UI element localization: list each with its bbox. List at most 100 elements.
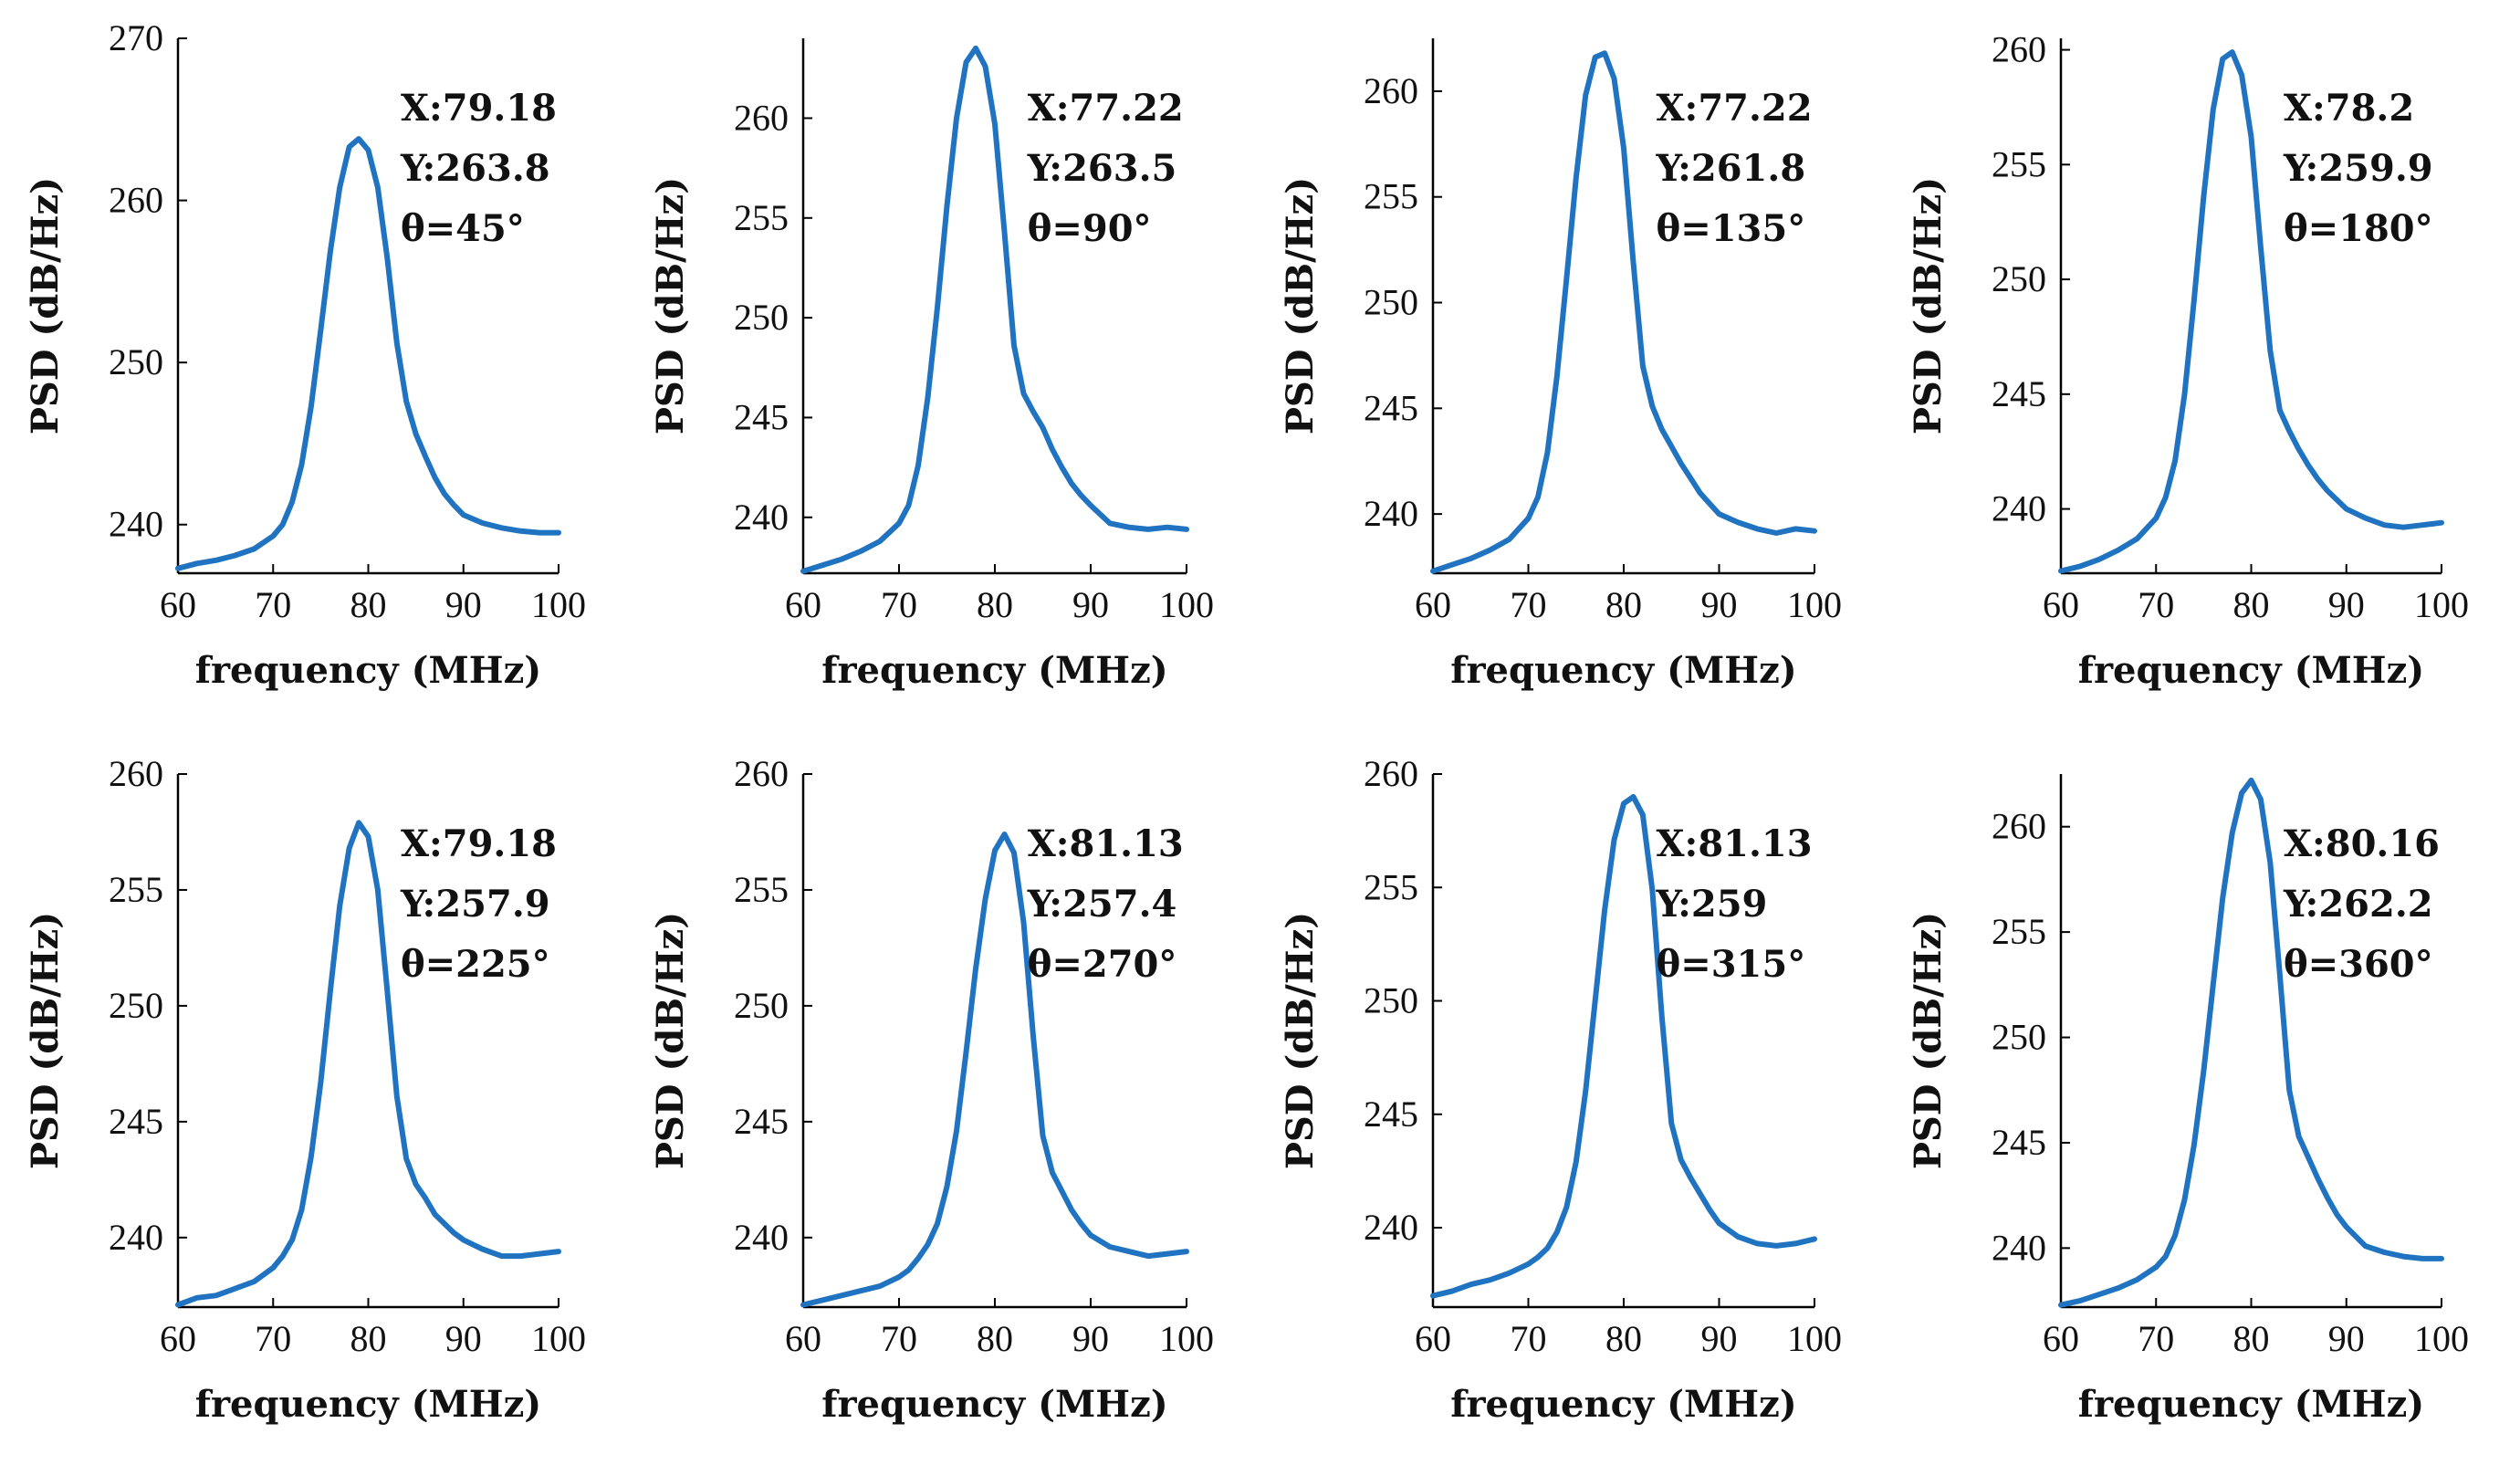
y-tick-label: 240: [109, 1217, 163, 1258]
y-tick-label: 250: [1992, 1017, 2046, 1058]
y-tick-label: 250: [734, 985, 789, 1026]
x-axis-title: frequency (MHz): [821, 1383, 1167, 1426]
y-tick-label: 245: [1992, 373, 2046, 414]
y-tick-label: 260: [1992, 29, 2046, 70]
peak-annotation-line: Y:257.4: [1027, 883, 1177, 926]
x-tick-label: 60: [785, 1318, 821, 1359]
y-tick-label: 240: [1364, 493, 1418, 534]
chart-panel-8: 60 70 80 90 100 240 245 250 255 260 frequency (MHz…: [1907, 774, 2469, 1426]
y-axis-title: PSD (dB/Hz): [24, 177, 67, 434]
x-tick-label: 70: [881, 584, 917, 625]
x-tick-label: 100: [531, 584, 586, 625]
y-tick-label: 240: [734, 1217, 789, 1258]
y-tick-label: 245: [109, 1101, 163, 1142]
y-tick-label: 255: [1992, 911, 2046, 952]
x-tick-label: 70: [255, 584, 291, 625]
x-tick-label: 60: [2043, 1318, 2079, 1359]
x-tick-label: 90: [2328, 1318, 2365, 1359]
y-tick-label: 255: [1992, 143, 2046, 184]
peak-annotation-line: θ=45°: [401, 207, 525, 250]
y-tick-label: 245: [734, 1101, 789, 1142]
peak-annotation-line: X:78.2: [2284, 87, 2414, 130]
x-tick-label: 70: [2138, 1318, 2174, 1359]
x-tick-label: 80: [1605, 1318, 1642, 1359]
y-tick-label: 260: [109, 753, 163, 794]
y-tick-label: 250: [1364, 282, 1418, 323]
y-tick-label: 245: [1364, 387, 1418, 428]
y-axis-title: PSD (dB/Hz): [1279, 177, 1322, 434]
peak-annotation-line: Y:257.9: [400, 883, 550, 926]
peak-annotation-line: X:81.13: [1028, 822, 1184, 865]
y-tick-label: 240: [109, 504, 163, 545]
y-tick-label: 250: [734, 297, 789, 338]
peak-annotation-line: X:79.18: [401, 87, 557, 130]
x-tick-label: 80: [350, 584, 387, 625]
y-tick-label: 245: [1992, 1122, 2046, 1163]
peak-annotation-line: θ=315°: [1657, 943, 1806, 986]
x-tick-label: 70: [2138, 584, 2174, 625]
x-tick-label: 80: [2233, 1318, 2270, 1359]
y-tick-label: 250: [109, 985, 163, 1026]
y-tick-label: 270: [109, 17, 163, 58]
x-tick-label: 80: [2233, 584, 2270, 625]
x-tick-label: 70: [1511, 1318, 1547, 1359]
psd-series-line: [800, 45, 1189, 574]
x-axis-title: frequency (MHz): [195, 1383, 541, 1426]
x-tick-label: 90: [445, 584, 482, 625]
psd-series-line: [800, 832, 1189, 1308]
x-tick-label: 90: [445, 1318, 482, 1359]
x-tick-label: 90: [2328, 584, 2365, 625]
x-tick-label: 70: [255, 1318, 291, 1359]
chart-panel-6: 60 70 80 90 100 240 245 250 255 260 frequency (MHz…: [649, 753, 1214, 1426]
x-tick-label: 60: [2043, 584, 2079, 625]
peak-annotation-line: θ=90°: [1028, 207, 1152, 250]
peak-annotation-line: Y:263.8: [400, 147, 550, 190]
x-tick-label: 90: [1701, 1318, 1738, 1359]
x-tick-label: 60: [160, 1318, 196, 1359]
y-tick-label: 240: [1992, 488, 2046, 529]
peak-annotation-line: Y:259: [1656, 883, 1768, 926]
x-axis-title: frequency (MHz): [821, 649, 1167, 692]
chart-panel-1: 60 70 80 90 100 240 250 260 270 frequency (MHz) PS…: [24, 17, 586, 692]
y-tick-label: 260: [109, 180, 163, 221]
y-tick-label: 255: [1364, 866, 1418, 907]
x-axis-title: frequency (MHz): [1450, 649, 1796, 692]
psd-series-line: [1430, 793, 1817, 1299]
peak-annotation-line: X:81.13: [1657, 822, 1813, 865]
x-axis-title: frequency (MHz): [2078, 1383, 2424, 1426]
x-tick-label: 100: [1159, 584, 1214, 625]
y-tick-label: 240: [1364, 1207, 1418, 1248]
x-tick-label: 60: [1415, 1318, 1451, 1359]
y-tick-label: 260: [1364, 70, 1418, 111]
peak-annotation-line: Y:261.8: [1656, 147, 1806, 190]
x-tick-label: 100: [1787, 584, 1842, 625]
y-tick-label: 260: [734, 97, 789, 138]
y-axis-title: PSD (dB/Hz): [1279, 912, 1322, 1169]
peak-annotation-line: X:80.16: [2284, 822, 2440, 865]
y-axis-title: PSD (dB/Hz): [24, 912, 67, 1169]
y-tick-label: 240: [1992, 1227, 2046, 1268]
y-tick-label: 250: [109, 341, 163, 382]
y-axis-title: PSD (dB/Hz): [649, 912, 692, 1169]
x-axis-title: frequency (MHz): [195, 649, 541, 692]
y-tick-label: 250: [1992, 258, 2046, 299]
chart-panel-4: 60 70 80 90 100 240 245 250 255 260 frequency (MHz…: [1907, 29, 2469, 692]
y-tick-label: 245: [734, 396, 789, 437]
psd-series-line: [175, 820, 561, 1308]
y-tick-label: 255: [734, 869, 789, 910]
psd-series-line: [2058, 777, 2444, 1308]
x-tick-label: 80: [977, 1318, 1013, 1359]
x-tick-label: 90: [1072, 1318, 1109, 1359]
x-tick-label: 100: [1787, 1318, 1842, 1359]
x-axis-title: frequency (MHz): [2078, 649, 2424, 692]
peak-annotation-line: θ=270°: [1028, 943, 1177, 986]
x-tick-label: 60: [1415, 584, 1451, 625]
chart-panel-3: 60 70 80 90 100 240 245 250 255 260 frequency (MHz…: [1279, 38, 1842, 692]
peak-annotation-line: θ=360°: [2284, 943, 2433, 986]
peak-annotation-line: X:77.22: [1028, 87, 1184, 130]
x-tick-label: 100: [2414, 584, 2469, 625]
x-tick-label: 90: [1701, 584, 1738, 625]
psd-series-line: [175, 136, 561, 571]
x-tick-label: 60: [785, 584, 821, 625]
